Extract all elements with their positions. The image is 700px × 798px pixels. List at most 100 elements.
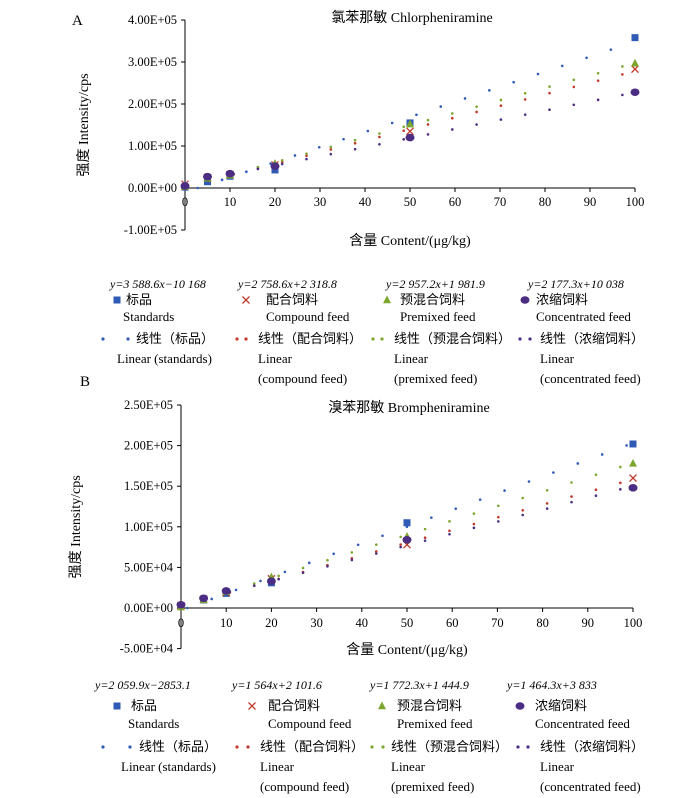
y-tick-label: 1.00E+05 xyxy=(124,520,173,534)
legend-label-en: Compound feed xyxy=(266,309,350,324)
trendline-dot xyxy=(326,565,329,568)
y-axis-label: 强度 Intensity/cps xyxy=(76,73,92,176)
chart-title: 氯苯那敏 Chlorpheniramine xyxy=(331,9,492,26)
trendline-dot xyxy=(305,152,308,155)
trendline-dot xyxy=(329,145,333,149)
trendline-dot xyxy=(283,570,287,574)
legend-linear-dot xyxy=(235,745,239,749)
trendline-dot xyxy=(378,132,381,135)
trendline-dot xyxy=(472,526,476,530)
trendline-dot xyxy=(252,582,256,585)
trendline-dot xyxy=(621,73,624,76)
x-tick-label: 0 xyxy=(182,195,188,209)
trendline-dot xyxy=(342,137,345,141)
trendline-dot xyxy=(374,550,378,553)
legend-label-en: Premixed feed xyxy=(400,309,476,324)
legend-equation: y=1 464.3x+3 833 xyxy=(506,678,597,692)
trendline-dot xyxy=(609,48,613,51)
legend-linear-label-en: Linear xyxy=(540,351,575,366)
legend-equation: y=3 588.6x−10 168 xyxy=(109,277,206,291)
legend-linear-dot xyxy=(101,337,105,341)
trendline-dot xyxy=(234,588,238,592)
trendline-dot xyxy=(545,507,549,510)
legend-linear-dot xyxy=(244,337,248,341)
legend-marker xyxy=(248,702,256,710)
trendline-dot xyxy=(600,453,604,456)
legend-label-en: Premixed feed xyxy=(397,716,473,731)
legend-marker xyxy=(113,702,121,710)
legend-linear-label-en: Linear (standards) xyxy=(117,351,212,366)
legend-label-cn: 标品 xyxy=(131,698,157,713)
legend-linear-dot xyxy=(128,745,132,749)
trendline-dot xyxy=(570,481,573,484)
data-point xyxy=(204,178,211,186)
legend-label-en: Concentrated feed xyxy=(536,309,631,324)
data-point xyxy=(406,127,414,136)
trendline-dot xyxy=(390,121,394,125)
trendline-dot xyxy=(475,110,478,114)
x-tick-label: 90 xyxy=(584,195,597,209)
trendline-dot xyxy=(523,113,527,116)
trendline-dot xyxy=(596,79,600,82)
trendline-dot xyxy=(305,157,308,161)
trendline-dot xyxy=(594,488,598,492)
trendline-dot xyxy=(366,129,370,133)
legend-linear-dot xyxy=(371,337,375,341)
trendline-dot xyxy=(196,186,200,190)
trendline-dot xyxy=(497,504,500,508)
legend-linear-label-en: (concentrated feed) xyxy=(540,371,641,386)
x-tick-label: 70 xyxy=(494,195,507,209)
legend-linear-dot xyxy=(101,745,105,749)
trendline-dot xyxy=(301,566,305,570)
trendline-dot xyxy=(523,91,527,95)
trendline-dot xyxy=(402,138,406,141)
trendline-dot xyxy=(488,89,491,92)
legend-equation: y=2 177.3x+10 038 xyxy=(527,277,624,291)
data-point xyxy=(629,474,637,483)
trendline-dot xyxy=(220,178,224,182)
legend-linear-label-en: Linear xyxy=(258,351,293,366)
trendline-dot xyxy=(399,545,402,549)
data-point xyxy=(402,535,412,544)
trendline-dot xyxy=(353,141,357,145)
data-point xyxy=(266,577,276,586)
legend-marker xyxy=(520,296,530,304)
x-tick-label: 0 xyxy=(178,616,184,630)
trendline-dot xyxy=(277,577,280,581)
legend-linear-label-en: Linear xyxy=(394,351,429,366)
trendline-dot xyxy=(451,116,454,120)
data-point xyxy=(405,133,415,142)
legend-linear-label-en: Linear xyxy=(260,759,295,774)
trendline-dot xyxy=(423,527,427,531)
trendline-dot xyxy=(305,154,308,158)
trendline-dot xyxy=(308,561,311,565)
data-point xyxy=(176,600,186,609)
legend-equation: y=1 564x+2 101.6 xyxy=(231,678,322,692)
data-point xyxy=(631,34,639,42)
trendline-dot xyxy=(210,597,213,601)
trendline-dot xyxy=(621,65,624,68)
x-tick-label: 10 xyxy=(224,195,237,209)
y-tick-label: -5.00E+04 xyxy=(120,642,174,656)
trendline-dot xyxy=(374,552,378,555)
trendline-dot xyxy=(378,142,381,146)
legend-linear-dot xyxy=(370,745,374,749)
trendline-dot xyxy=(378,135,381,139)
legend-linear-label-cn: 线性（配合饲料） xyxy=(258,331,362,346)
trendline-dot xyxy=(572,85,576,89)
trendline-dot xyxy=(256,167,260,171)
panel-letter: A xyxy=(72,13,83,29)
data-point xyxy=(631,58,639,67)
trendline-dot xyxy=(619,488,622,491)
legend-linear-label-en: (compound feed) xyxy=(260,779,349,794)
legend-linear-label-cn: 线性（标品） xyxy=(139,739,217,754)
trendline-dot xyxy=(451,128,454,131)
x-tick-label: 20 xyxy=(269,195,282,209)
trendline-dot xyxy=(521,508,525,512)
x-tick-label: 40 xyxy=(356,616,369,630)
x-tick-label: 80 xyxy=(536,616,549,630)
trendline-dot xyxy=(332,552,336,556)
y-tick-label: 2.00E+05 xyxy=(124,439,173,453)
trendline-dot xyxy=(448,520,451,523)
trendline-dot xyxy=(548,91,551,95)
